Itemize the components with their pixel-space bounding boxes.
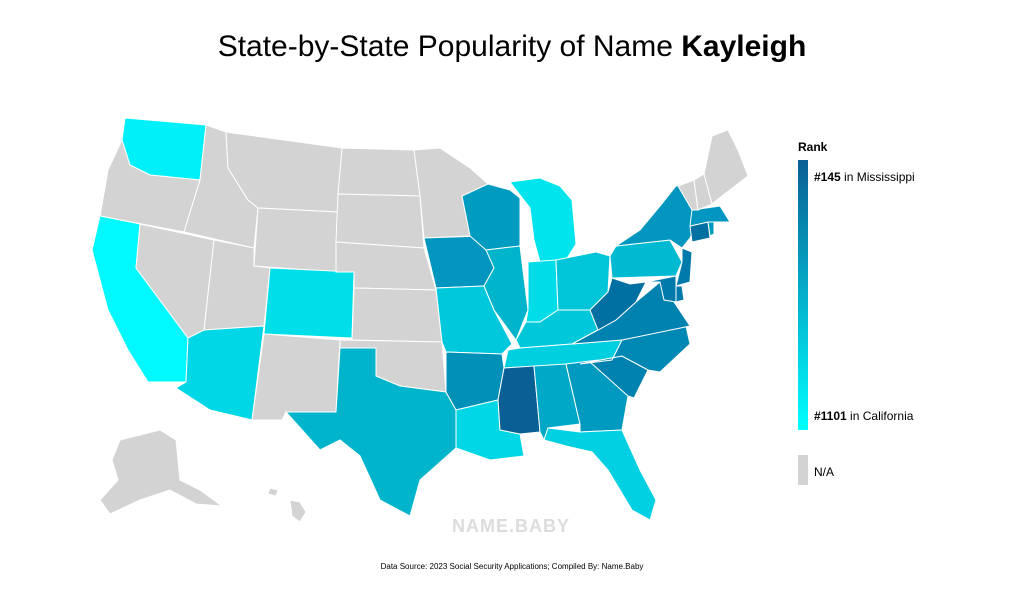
state-NC bbox=[579, 325, 691, 373]
state-KS bbox=[351, 287, 443, 343]
title-prefix: State-by-State Popularity of Name bbox=[217, 30, 682, 63]
legend-min-rank: #1101 bbox=[814, 409, 847, 423]
legend-color-bar bbox=[798, 160, 808, 430]
watermark-logo: NAME.BABY bbox=[452, 516, 571, 536]
legend-max-label: #145 in Mississippi bbox=[814, 170, 915, 184]
state-MI bbox=[509, 177, 577, 263]
state-NJ bbox=[675, 247, 693, 287]
state-MS bbox=[497, 365, 541, 435]
legend-title: Rank bbox=[798, 140, 828, 154]
state-MA bbox=[689, 205, 731, 227]
state-DE bbox=[675, 285, 685, 303]
state-IL bbox=[483, 245, 529, 342]
chart-title: State-by-State Popularity of Name Kaylei… bbox=[0, 30, 1024, 64]
state-WY bbox=[253, 207, 339, 273]
state-TX bbox=[284, 347, 457, 517]
legend-max-rank: #145 bbox=[814, 170, 841, 184]
state-SD bbox=[335, 193, 425, 249]
state-HI bbox=[267, 487, 307, 523]
legend-na-swatch bbox=[798, 455, 808, 485]
state-AK bbox=[99, 429, 224, 515]
title-name: Kayleigh bbox=[681, 30, 807, 63]
state-AZ bbox=[175, 325, 265, 421]
legend-max-state: in Mississippi bbox=[840, 170, 915, 184]
state-NM bbox=[251, 333, 341, 421]
legend-na-label: N/A bbox=[814, 465, 835, 479]
state-FL bbox=[543, 427, 657, 521]
state-WI bbox=[461, 183, 521, 251]
state-ME bbox=[703, 129, 749, 205]
state-CO bbox=[263, 267, 355, 339]
data-source: Data Source: 2023 Social Security Applic… bbox=[380, 562, 644, 571]
state-MD bbox=[645, 275, 677, 303]
legend-min-state: in California bbox=[846, 409, 914, 423]
state-ND bbox=[337, 147, 421, 197]
legend-min-label: #1101 in California bbox=[814, 409, 913, 423]
